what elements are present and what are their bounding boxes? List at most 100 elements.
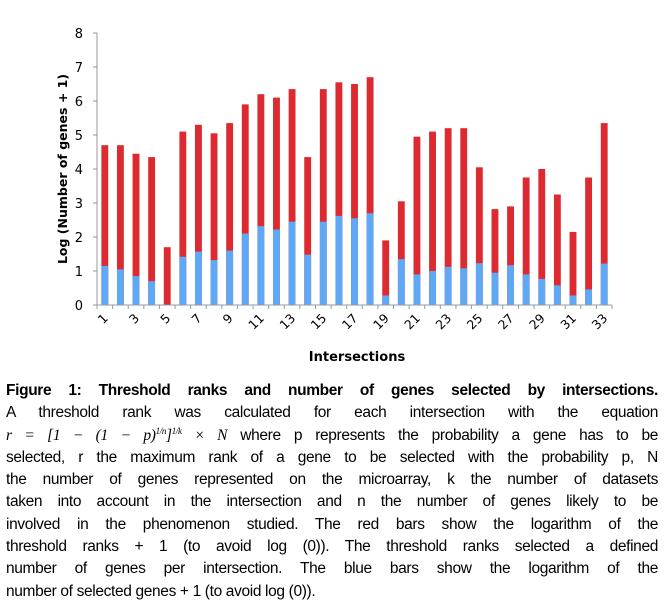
bar-selected-genes (195, 251, 202, 305)
bar-threshold-rank (101, 145, 109, 305)
figure-caption: Figure 1: Threshold ranks and number of … (6, 380, 658, 603)
bar-selected-genes (101, 265, 109, 305)
bar-selected-genes (351, 218, 358, 305)
bar-selected-genes (366, 213, 374, 305)
caption-title: Figure 1: Threshold ranks and number of … (6, 382, 658, 399)
bar-selected-genes (585, 289, 593, 305)
bar-threshold-rank (507, 206, 514, 305)
equation: r = [1 − (1 − p)1/n]1/k × N (6, 425, 228, 444)
bar-threshold-rank (241, 104, 249, 306)
bar-selected-genes (226, 250, 234, 305)
y-tick-label: 5 (75, 129, 83, 144)
bar-selected-genes (241, 233, 249, 305)
bar-selected-genes (475, 263, 483, 305)
bar-threshold-rank (460, 128, 468, 305)
x-tick-label: 17 (339, 311, 361, 333)
bar-selected-genes (429, 271, 436, 305)
x-tick-label: 31 (557, 311, 579, 333)
bar-threshold-rank (210, 133, 218, 305)
bar-threshold-rank (304, 157, 312, 305)
bar-threshold-rank (538, 169, 546, 305)
bar-threshold-rank (226, 123, 234, 305)
bar-selected-genes (116, 269, 124, 305)
x-tick-label: 25 (464, 311, 486, 333)
y-tick-label: 6 (75, 95, 83, 110)
bar-threshold-rank (288, 89, 296, 305)
caption-line: r = [1 − (1 − p)1/n]1/k × N where p repr… (6, 425, 659, 444)
bar-threshold-rank (397, 201, 405, 305)
bar-selected-genes (335, 215, 343, 305)
bar-threshold-rank (335, 82, 343, 305)
x-tick-label: 15 (308, 311, 330, 333)
bar-threshold-rank (585, 177, 593, 305)
x-tick-label: 19 (370, 310, 392, 332)
bar-selected-genes (507, 265, 514, 305)
bar-selected-genes (460, 268, 468, 305)
bar-threshold-rank (179, 131, 187, 305)
caption-line: A threshold rank was calculated for each… (6, 404, 658, 422)
bar-threshold-rank (413, 136, 421, 305)
bar-threshold-rank (475, 167, 483, 305)
bar-threshold-rank (319, 89, 327, 305)
bar-threshold-rank (444, 128, 452, 305)
caption-line: number of selected genes + 1 (to avoid l… (6, 582, 316, 600)
bar-selected-genes (257, 226, 265, 305)
x-tick-label: 3 (126, 311, 142, 327)
y-tick-label: 8 (75, 27, 83, 42)
bar-threshold-rank (382, 240, 390, 305)
bar-selected-genes (444, 266, 452, 305)
x-tick-label: 9 (220, 310, 236, 326)
bar-selected-genes (600, 263, 608, 305)
y-tick-label: 1 (75, 265, 83, 280)
bar-selected-genes (569, 295, 577, 305)
bar-threshold-rank (195, 124, 202, 305)
bar-threshold-rank (148, 157, 156, 305)
bar-threshold-rank (429, 131, 436, 305)
bar-threshold-rank (163, 247, 171, 305)
caption-line: taken into account in the intersection a… (6, 493, 658, 511)
bar-selected-genes (397, 259, 405, 305)
bar-selected-genes (179, 256, 187, 305)
bar-selected-genes (413, 274, 421, 305)
bar-selected-genes (522, 274, 530, 305)
bar-selected-genes (210, 260, 218, 305)
y-tick-label: 3 (75, 197, 83, 212)
x-tick-label: 7 (188, 311, 204, 327)
x-tick-label: 13 (276, 311, 298, 333)
bar-threshold-rank (600, 123, 608, 305)
bar-threshold-rank (569, 231, 577, 305)
bar-selected-genes (132, 276, 140, 305)
x-tick-label: 1 (95, 311, 111, 327)
bar-selected-genes (491, 272, 499, 305)
bar-threshold-rank (351, 84, 358, 305)
bar-threshold-rank (257, 94, 265, 305)
caption-line: threshold ranks + 1 (to avoid log (0)). … (6, 538, 658, 556)
bar-threshold-rank (116, 145, 124, 305)
bar-threshold-rank (522, 177, 530, 305)
bar-selected-genes (288, 221, 296, 305)
bar-threshold-rank (491, 209, 499, 305)
bar-selected-genes (148, 281, 156, 305)
x-tick-label: 5 (157, 311, 173, 327)
bar-selected-genes (304, 254, 312, 305)
x-tick-label: 23 (432, 311, 454, 333)
bar-selected-genes (538, 278, 546, 305)
caption-line: involved in the phenomenon studied. The … (6, 515, 658, 533)
y-tick-label: 4 (75, 163, 83, 178)
bar-threshold-rank (366, 77, 374, 305)
x-tick-label: 33 (588, 311, 610, 333)
x-tick-label: 21 (401, 311, 423, 333)
caption-line: number of genes per intersection. The bl… (6, 560, 658, 578)
x-axis-label: Intersections (309, 350, 406, 365)
bar-selected-genes (382, 295, 390, 305)
bar-threshold-rank (553, 194, 561, 305)
bar-selected-genes (273, 229, 280, 305)
y-tick-label: 7 (75, 61, 83, 76)
bar-selected-genes (319, 221, 327, 305)
caption-line: selected, r the maximum rank of a gene t… (6, 448, 658, 466)
x-tick-label: 27 (495, 311, 517, 333)
x-tick-label: 11 (245, 311, 267, 333)
y-axis-label: Log (Number of genes + 1) (55, 74, 70, 264)
bar-selected-genes (553, 285, 561, 305)
